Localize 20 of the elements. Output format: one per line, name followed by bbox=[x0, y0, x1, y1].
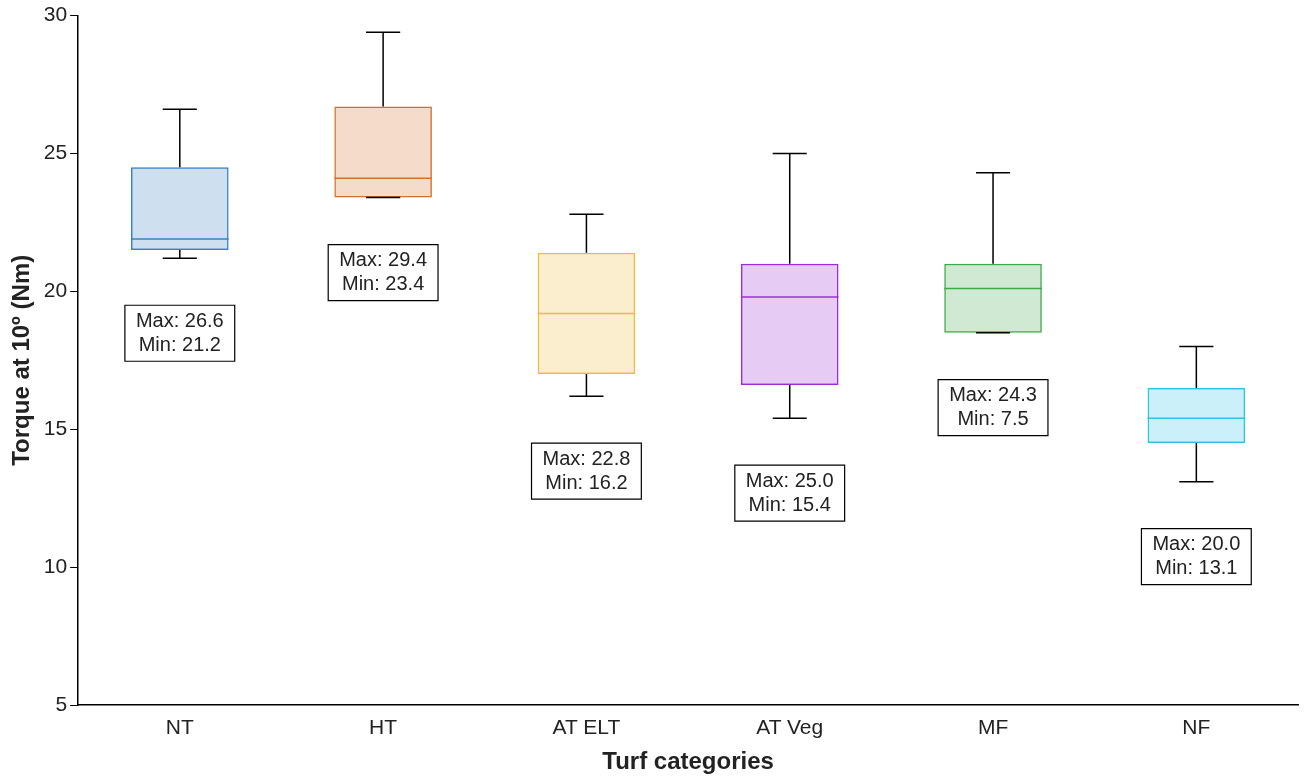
y-tick-label: 10 bbox=[43, 553, 68, 577]
y-tick-label: 15 bbox=[43, 416, 68, 440]
x-tick-label: HT bbox=[369, 715, 398, 739]
x-tick-label: NF bbox=[1182, 715, 1211, 739]
annotation: Max: 29.4 Min: 23.4 bbox=[339, 248, 428, 295]
annotation: Max: 24.3 Min: 7.5 bbox=[949, 383, 1037, 430]
x-tick-label: NT bbox=[165, 715, 194, 739]
annotation: Max: 20.0 Min: 13.1 bbox=[1152, 532, 1241, 579]
x-tick-label: AT ELT bbox=[552, 715, 621, 739]
y-tick-label: 30 bbox=[43, 2, 68, 26]
x-axis-title: Turf categories bbox=[602, 747, 774, 775]
annotation: Max: 22.8 Min: 16.2 bbox=[542, 446, 631, 493]
y-axis-title: Torque at 10º (Nm) bbox=[7, 254, 35, 466]
annotation: Max: 26.6 Min: 21.2 bbox=[135, 308, 224, 355]
x-tick-label: MF bbox=[977, 715, 1009, 739]
y-tick-label: 25 bbox=[43, 140, 68, 164]
x-tick-label: AT Veg bbox=[756, 715, 824, 739]
annotation: Max: 25.0 Min: 15.4 bbox=[745, 468, 834, 515]
y-tick-label: 20 bbox=[43, 278, 68, 302]
y-tick-label: 5 bbox=[55, 691, 68, 715]
